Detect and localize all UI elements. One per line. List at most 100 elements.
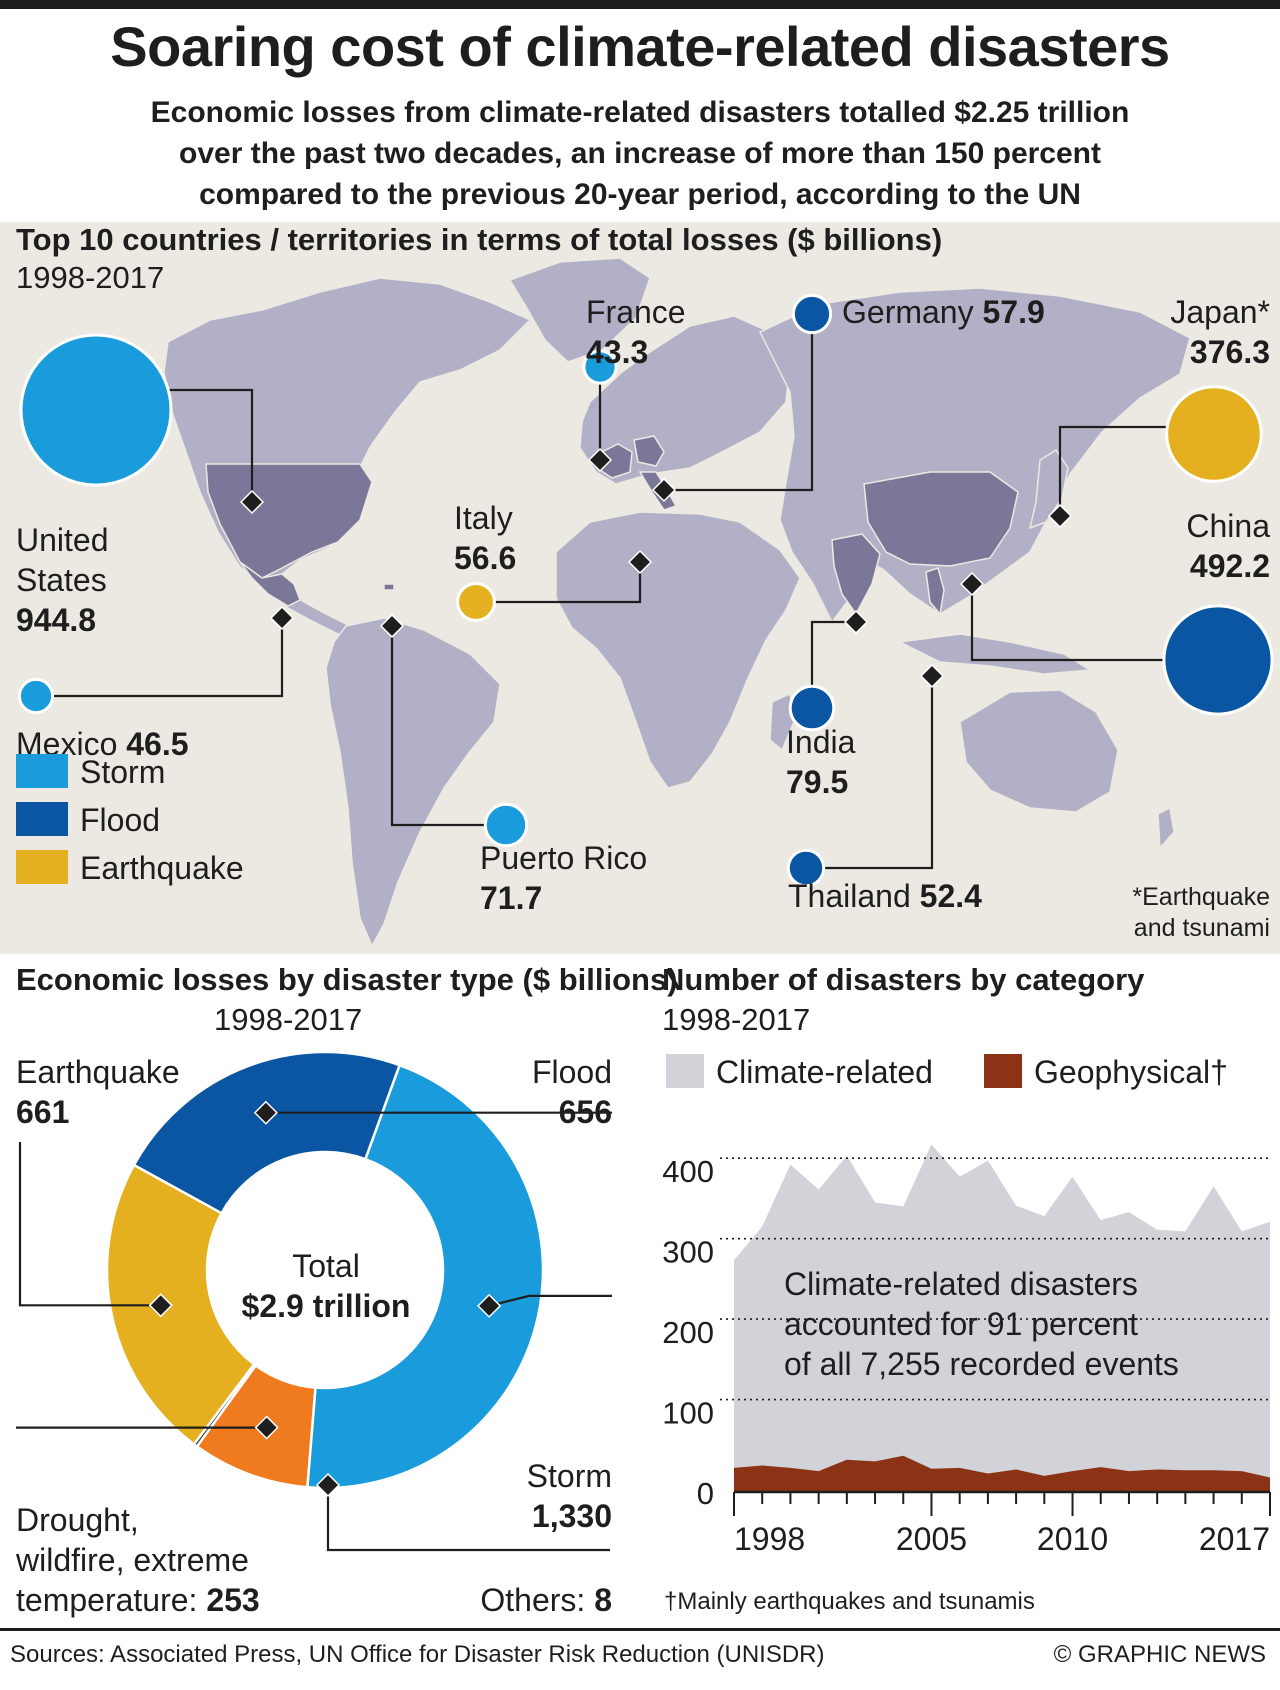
donut-label-earthquake: Earthquake 661 — [16, 1054, 180, 1130]
legend-swatch-storm — [16, 754, 68, 788]
x-tick-label: 2017 — [1199, 1521, 1270, 1557]
map-bubble — [19, 333, 173, 487]
country-label-germany: Germany 57.9 — [842, 294, 1045, 330]
map-location-marker — [843, 609, 869, 635]
map-panel: Top 10 countries / territories in terms … — [0, 222, 1280, 954]
donut-label-drought: Drought, wildfire, extreme temperature: … — [16, 1502, 260, 1618]
legend-label-flood: Flood — [80, 802, 161, 838]
donut-slice-marker — [254, 1415, 279, 1440]
asia-shape — [758, 287, 1191, 624]
page-title: Soaring cost of climate-related disaster… — [110, 15, 1170, 78]
y-tick-label: 100 — [662, 1396, 714, 1431]
legend-label-storm: Storm — [80, 754, 166, 790]
map-leader-line — [970, 584, 1163, 662]
footer: Sources: Associated Press, UN Office for… — [0, 1628, 1280, 1683]
area-chart: 0 100 200 300 400 1998 2005 2010 2017 — [662, 1144, 1271, 1557]
china-shape — [863, 471, 1019, 567]
map-bubble — [456, 582, 496, 622]
map-bubble — [791, 293, 833, 335]
donut-label-others: Others: 8 — [480, 1582, 612, 1618]
country-label-japan: Japan* 376.3 — [1170, 294, 1270, 370]
footer-sources: Sources: Associated Press, UN Office for… — [10, 1641, 825, 1668]
germany-shape — [633, 435, 665, 467]
europe-shape — [579, 315, 791, 485]
country-label-italy: Italy 56.6 — [454, 500, 517, 576]
new-zealand-shape — [1157, 806, 1175, 850]
y-tick-label: 200 — [662, 1315, 714, 1350]
mexico-shape — [239, 561, 301, 607]
india-shape — [831, 533, 881, 616]
greenland-shape — [508, 257, 651, 363]
map-bubble — [483, 802, 529, 848]
map-location-marker — [269, 605, 295, 631]
donut-slice-marker — [477, 1293, 502, 1318]
donut-slice-marker — [315, 1472, 341, 1498]
geophysical-area — [734, 1455, 1270, 1492]
country-label-thailand: Thailand 52.4 — [788, 878, 982, 914]
map-location-marker — [587, 447, 613, 473]
climate-related-area — [734, 1144, 1270, 1492]
donut-leader-line — [18, 1142, 161, 1307]
map-location-marker — [239, 489, 265, 515]
page-subtitle: Economic losses from climate-related dis… — [40, 92, 1240, 215]
donut-leader-line — [326, 1485, 610, 1552]
map-section-period: 1998-2017 — [16, 260, 165, 295]
subtitle-line: compared to the previous 20-year period,… — [199, 178, 1081, 211]
indonesia-shape — [897, 633, 1093, 675]
donut-center-label: Total $2.9 trillion — [241, 1248, 411, 1324]
africa-shape — [555, 511, 801, 789]
map-location-marker — [379, 613, 405, 639]
map-leader-line — [810, 620, 856, 687]
legend-label-climate: Climate-related — [716, 1054, 933, 1090]
x-tick-label: 2010 — [1037, 1521, 1108, 1557]
donut-section-period: 1998-2017 — [214, 1002, 363, 1037]
map-location-marker — [627, 549, 653, 575]
subtitle-line: over the past two decades, an increase o… — [179, 137, 1101, 170]
map-leader-line — [823, 676, 934, 870]
x-tick-label: 2005 — [896, 1521, 967, 1557]
world-map — [17, 257, 1274, 948]
country-label-puerto-rico: Puerto Rico 71.7 — [480, 840, 648, 916]
australia-shape — [959, 689, 1119, 813]
map-bubble — [1165, 385, 1263, 483]
map-bubble — [17, 677, 55, 715]
x-tick-label: 1998 — [734, 1521, 805, 1557]
area-annotation: Climate-related disasters accounted for … — [784, 1266, 1179, 1382]
legend-label-geophysical: Geophysical† — [1034, 1054, 1228, 1090]
footer-credit: © GRAPHIC NEWS — [1053, 1641, 1266, 1668]
map-bubble — [788, 684, 836, 732]
country-label-india: India 79.5 — [786, 724, 856, 800]
south-america-shape — [325, 617, 501, 948]
donut-leader-line — [488, 1294, 612, 1307]
map-footnote: *Earthquake and tsunami — [1132, 883, 1270, 942]
map-leader-line — [168, 388, 254, 502]
country-label-france: France 43.3 — [586, 294, 686, 370]
map-leader-line — [390, 626, 486, 827]
donut-section-title: Economic losses by disaster type ($ bill… — [16, 962, 678, 997]
donut-chart — [16, 1050, 612, 1552]
donut-slice-marker — [148, 1293, 173, 1318]
map-leader-line — [52, 618, 284, 698]
top-rule — [0, 0, 1280, 9]
donut-slice — [305, 1063, 545, 1490]
map-location-marker — [959, 571, 985, 597]
donut-slice — [132, 1050, 402, 1215]
area-section-title: Number of disasters by category — [662, 962, 1145, 997]
y-tick-label: 0 — [697, 1476, 714, 1511]
puerto-rico-shape — [383, 583, 395, 591]
donut-slice — [105, 1163, 256, 1446]
country-label-united-states: United States 944.8 — [16, 522, 109, 638]
madagascar-shape — [769, 692, 795, 752]
country-label-china: China 492.2 — [1186, 508, 1270, 584]
legend-swatch-flood — [16, 802, 68, 836]
map-bubble — [786, 848, 826, 888]
y-tick-label: 300 — [662, 1235, 714, 1270]
map-leader-line — [1058, 425, 1170, 516]
map-location-marker — [651, 477, 677, 503]
map-bubble — [1162, 604, 1274, 716]
legend-swatch-earthquake — [16, 850, 68, 884]
map-bubble — [582, 349, 618, 385]
area-section-period: 1998-2017 — [662, 1002, 811, 1037]
map-leader-line — [493, 562, 642, 604]
subtitle-line: Economic losses from climate-related dis… — [150, 96, 1130, 129]
